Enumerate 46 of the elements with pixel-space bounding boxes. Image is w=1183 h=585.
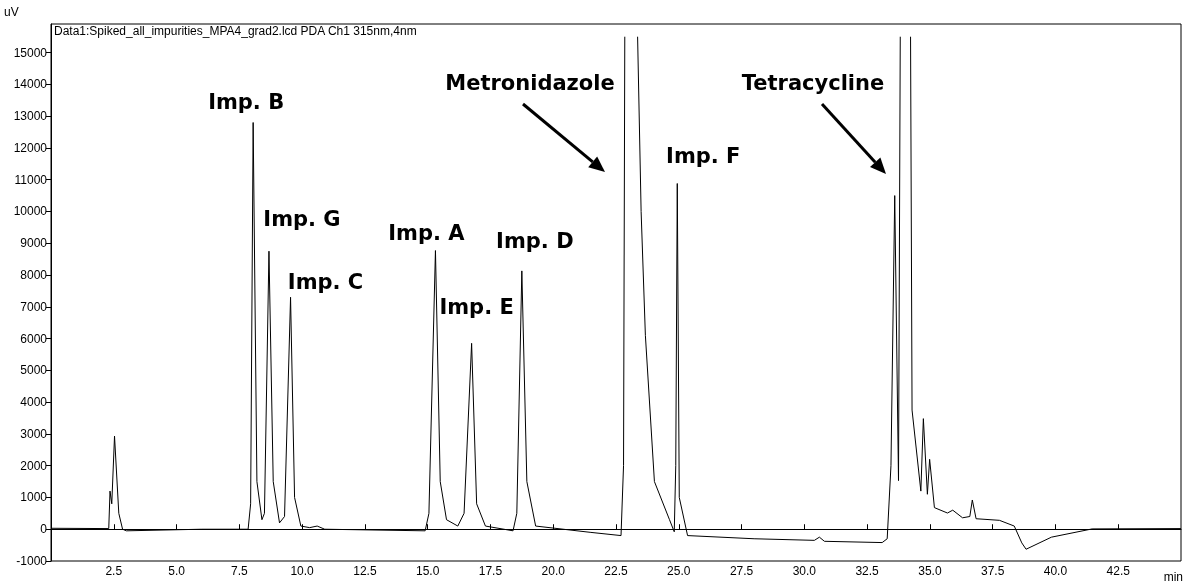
x-tick-label: 37.5 (980, 564, 1005, 578)
annotation: Metronidazole (445, 71, 615, 95)
x-tick-label: 7.5 (230, 564, 248, 578)
annotation: Imp. C (287, 270, 364, 295)
annotation: Imp. F (666, 143, 741, 168)
x-tick-label: 25.0 (667, 564, 691, 578)
chart-title: Data1:Spiked_all_impurities_MPA4_grad2.lcd PDA Ch1 315nm,4nm (54, 24, 417, 38)
y-axis-title: uV (4, 5, 19, 19)
y-tick-label: 7000 (20, 299, 48, 314)
y-tick-label: 6000 (20, 331, 48, 346)
y-tick-label: 8000 (20, 268, 48, 283)
annotation: Imp. E (439, 295, 514, 320)
x-tick-label: 35.0 (918, 564, 942, 578)
annotation: Imp. B (208, 89, 285, 114)
y-tick-label: 14000 (13, 77, 48, 92)
y-tick-label: 0 (40, 522, 48, 537)
y-tick-label: 2000 (20, 458, 48, 473)
x-tick-label: 40.0 (1043, 564, 1068, 578)
x-tick-label: 20.0 (541, 564, 566, 578)
y-tick-label: 10000 (13, 204, 48, 219)
y-tick-label: 12000 (13, 140, 48, 155)
y-tick-label: -1000 (16, 554, 48, 568)
x-tick-label: 27.5 (729, 564, 754, 578)
y-tick-label: 4000 (20, 395, 48, 410)
y-tick-label: 11000 (14, 172, 48, 187)
y-tick-label: 15000 (13, 45, 48, 60)
x-tick-label: 22.5 (604, 564, 628, 578)
annotation: Imp. D (496, 228, 574, 253)
y-tick-label: 9000 (20, 236, 48, 251)
y-tick-label: 13000 (13, 109, 48, 124)
y-tick-label: 1000 (20, 490, 48, 505)
y-tick-label: 5000 (20, 363, 48, 378)
x-tick-label: 12.5 (353, 564, 377, 578)
annotation: Imp. A (388, 220, 466, 245)
x-axis-title: min (1163, 570, 1183, 584)
annotation: Tetracycline (741, 71, 885, 95)
x-tick-label: 15.0 (415, 564, 440, 578)
annotation: Imp. G (263, 207, 341, 232)
x-tick-label: 5.0 (168, 564, 186, 578)
y-tick-label: 3000 (20, 426, 48, 441)
x-tick-label: 2.5 (105, 564, 123, 578)
x-tick-label: 30.0 (792, 564, 817, 578)
x-tick-label: 32.5 (855, 564, 880, 578)
x-tick-label: 42.5 (1106, 564, 1131, 578)
x-tick-label: 17.5 (478, 564, 503, 578)
x-tick-label: 10.0 (290, 564, 315, 578)
